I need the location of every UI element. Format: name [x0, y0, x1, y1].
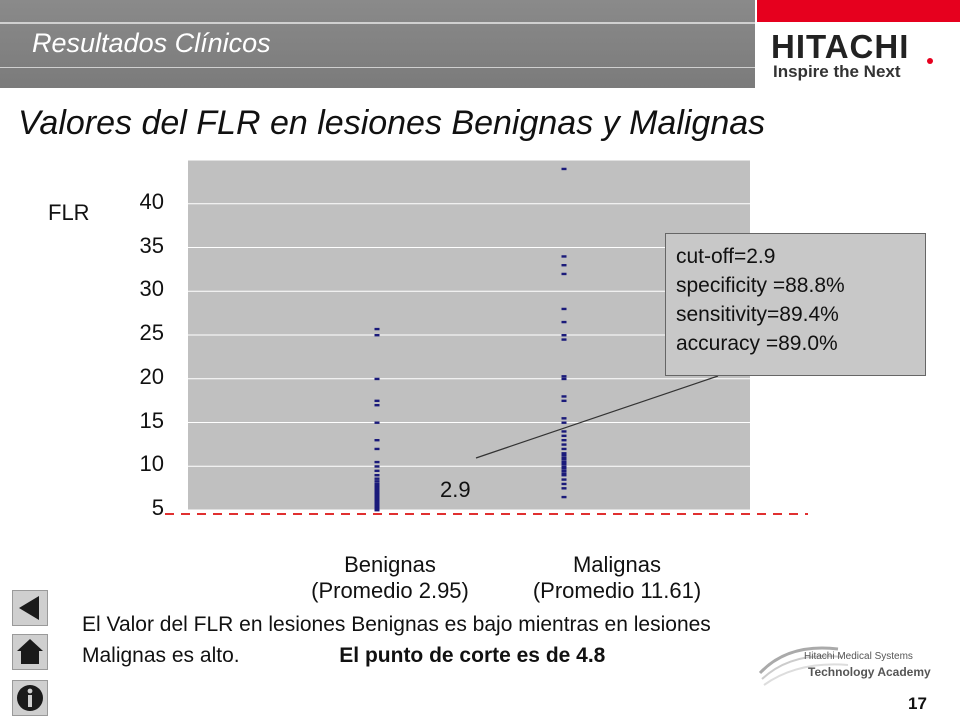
header-divider-bottom: [0, 67, 755, 68]
cutoff-value-label: 2.9: [440, 477, 471, 502]
data-point: [561, 320, 567, 324]
data-point: [561, 443, 567, 446]
data-point: [561, 417, 567, 420]
data-point: [374, 399, 380, 403]
previous-slide-button[interactable]: [12, 590, 48, 626]
data-point: [561, 453, 567, 457]
home-icon: [17, 639, 43, 664]
section-title: Resultados Clínicos: [32, 28, 271, 58]
data-point: [561, 255, 567, 258]
data-point: [374, 421, 380, 424]
data-point: [561, 495, 567, 499]
data-point: [561, 467, 567, 470]
y-tick-label: 20: [139, 363, 164, 389]
header-divider-top: [0, 22, 755, 24]
callout-cutoff: cut-off=2.9: [676, 245, 776, 268]
data-point: [561, 377, 567, 381]
data-point: [561, 439, 567, 442]
data-point: [374, 465, 380, 468]
page-number: 17: [908, 694, 927, 713]
data-point: [561, 167, 567, 171]
data-point: [374, 482, 380, 486]
category-mean-benignas: (Promedio 2.95): [311, 578, 469, 603]
data-point: [374, 460, 380, 464]
data-point: [374, 447, 380, 451]
data-point: [561, 487, 567, 490]
summary-line-2-normal: Malignas es alto.: [82, 644, 240, 667]
data-point: [374, 439, 380, 442]
academy-line-2: Technology Academy: [808, 665, 931, 679]
callout-specificity: specificity =88.8%: [676, 274, 845, 297]
data-point: [561, 307, 567, 311]
callout-sensitivity: sensitivity=89.4%: [676, 303, 839, 326]
data-point: [561, 264, 567, 267]
y-tick-label: 15: [139, 407, 164, 433]
category-name-malignas: Malignas: [572, 552, 662, 577]
data-point: [561, 478, 567, 481]
summary-line-2-bold: El punto de corte es de 4.8: [339, 644, 606, 667]
category-mean-malignas: (Promedio 11.61): [532, 578, 702, 603]
academy-line-1: Hitachi Medical Systems: [804, 651, 913, 662]
y-tick-label: 5: [151, 495, 164, 520]
data-point: [374, 377, 380, 381]
technology-academy-logo: Hitachi Medical Systems Technology Acade…: [758, 643, 938, 693]
data-point: [561, 458, 567, 461]
data-point: [374, 404, 380, 407]
data-point: [561, 338, 567, 341]
callout-accuracy: accuracy =89.0%: [676, 332, 838, 355]
category-name-benignas: Benignas: [344, 552, 436, 577]
data-point: [374, 474, 380, 477]
summary-text: El Valor del FLR en lesiones Benignas es…: [82, 609, 711, 671]
data-point: [561, 375, 567, 378]
data-point: [561, 456, 567, 459]
data-point: [374, 480, 380, 483]
summary-line-2: Malignas es alto. El punto de corte es d…: [82, 640, 711, 671]
summary-line-1: El Valor del FLR en lesiones Benignas es…: [82, 613, 711, 636]
data-point: [561, 272, 567, 276]
data-point: [561, 447, 567, 451]
info-icon: [17, 685, 43, 711]
category-label-benignas: Benignas (Promedio 2.95): [290, 552, 490, 604]
category-label-malignas: Malignas (Promedio 11.61): [502, 552, 732, 604]
metrics-callout: cut-off=2.9 specificity =88.8% sensitivi…: [665, 233, 926, 376]
data-point: [374, 334, 380, 337]
callout-leader-line: [475, 375, 719, 459]
data-point: [561, 434, 567, 438]
data-point: [561, 460, 567, 464]
data-point: [561, 395, 567, 398]
logo-wordmark: HITACHI: [771, 28, 910, 65]
header-bar: [0, 0, 755, 88]
data-point: [561, 482, 567, 486]
academy-swoosh-icon: [758, 646, 849, 686]
logo-tagline: Inspire the Next: [773, 62, 901, 81]
home-button[interactable]: [12, 634, 48, 670]
y-tick-label: 30: [139, 276, 164, 302]
data-point: [561, 430, 567, 433]
arrow-left-icon: [19, 596, 39, 620]
data-point: [561, 334, 567, 337]
hitachi-logo: HITACHI Inspire the Next: [757, 0, 960, 88]
data-point: [374, 477, 380, 480]
y-tick-label: 40: [139, 188, 164, 214]
data-point: [561, 452, 567, 455]
logo-red-bar: [757, 0, 960, 22]
data-point: [561, 399, 567, 403]
data-point: [561, 462, 567, 466]
y-tick-label: 10: [139, 451, 164, 477]
data-point: [374, 469, 380, 473]
data-point: [561, 472, 567, 475]
slide-title: Valores del FLR en lesiones Benignas y M…: [18, 104, 766, 142]
y-axis-label: FLR: [48, 200, 90, 225]
y-tick-label: 25: [139, 320, 164, 345]
data-point: [561, 465, 567, 468]
y-tick-label: 35: [139, 232, 164, 258]
slide-header: Resultados Clínicos HITACHI Inspire the …: [0, 0, 960, 90]
data-point: [561, 474, 567, 477]
data-point: [561, 469, 567, 473]
logo-dot-icon: [927, 58, 933, 64]
data-point: [561, 421, 567, 424]
data-point: [374, 327, 380, 331]
info-button[interactable]: [12, 680, 48, 716]
